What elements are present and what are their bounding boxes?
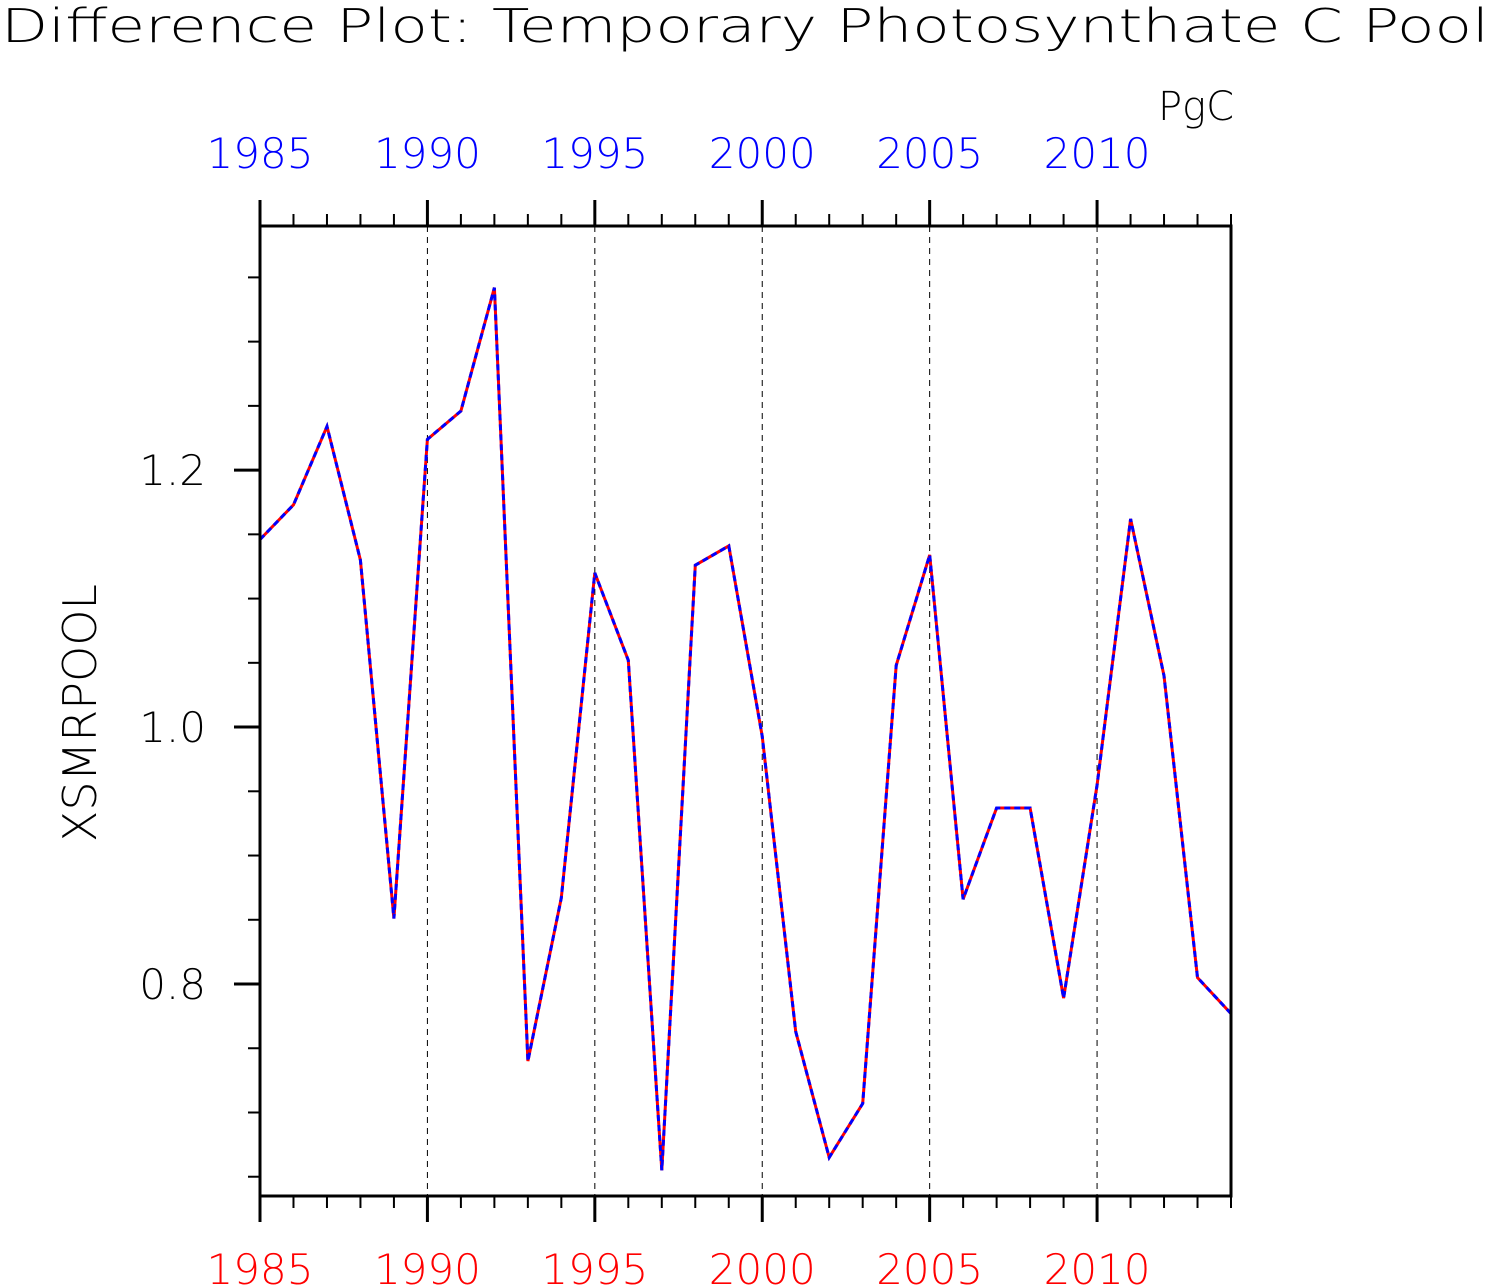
bottom-x-tick-label-2000: 2000 <box>709 1245 816 1287</box>
bottom-x-tick-label-1995: 1995 <box>541 1245 648 1287</box>
top-x-tick-label-2010: 2010 <box>1044 129 1151 178</box>
y-tick-labels: 0.8 1.0 1.2 <box>139 446 206 1009</box>
bottom-x-tick-label-2005: 2005 <box>876 1245 983 1287</box>
grid-lines <box>426 226 1098 1196</box>
bottom-x-tick-label-2010: 2010 <box>1044 1245 1151 1287</box>
top-x-tick-label-1995: 1995 <box>541 129 648 178</box>
bottom-x-tick-label-1990: 1990 <box>374 1245 481 1287</box>
minor-ticks <box>248 214 1232 1208</box>
y-axis-title: XSMRPOOL <box>53 584 107 842</box>
plot-frame <box>258 224 1233 1198</box>
chart-title: Difference Plot: Temporary Photosynthate… <box>1 0 1489 53</box>
top-x-tick-labels: 1985 1990 1995 2000 2005 2010 <box>207 129 1151 178</box>
bottom-x-tick-label-1985: 1985 <box>207 1245 314 1287</box>
top-x-tick-label-2000: 2000 <box>709 129 816 178</box>
series-line-2 <box>258 287 1233 1171</box>
y-tick-label-1.2: 1.2 <box>139 446 206 495</box>
y-tick-label-0.8: 0.8 <box>139 960 206 1009</box>
top-x-tick-label-1990: 1990 <box>374 129 481 178</box>
top-x-tick-label-1985: 1985 <box>207 129 314 178</box>
bottom-x-tick-labels: 1985 1990 1995 2000 2005 2010 <box>207 1245 1151 1287</box>
units-label: PgC <box>1158 84 1234 130</box>
series-layer <box>258 287 1233 1171</box>
top-x-tick-label-2005: 2005 <box>876 129 983 178</box>
major-ticks <box>234 200 1099 1222</box>
y-tick-label-1.0: 1.0 <box>139 703 206 752</box>
